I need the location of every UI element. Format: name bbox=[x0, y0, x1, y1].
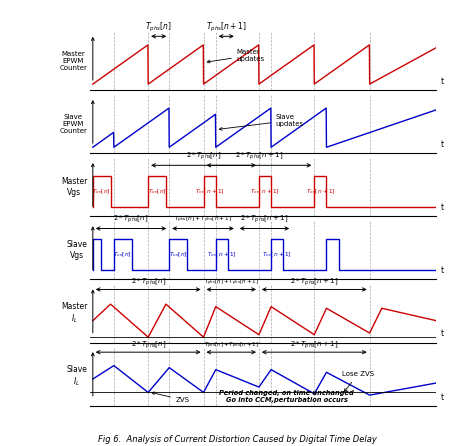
Text: $T_{on}[n+1]$: $T_{on}[n+1]$ bbox=[263, 250, 292, 259]
Text: t: t bbox=[440, 266, 444, 275]
Text: t: t bbox=[440, 140, 444, 149]
Text: $2*T_{phs}[n+1]$: $2*T_{phs}[n+1]$ bbox=[240, 214, 289, 225]
Y-axis label: Slave
Vgs: Slave Vgs bbox=[66, 240, 87, 260]
Text: $T_{on}[n+1]$: $T_{on}[n+1]$ bbox=[306, 187, 335, 196]
Y-axis label: Master
Vgs: Master Vgs bbox=[61, 177, 87, 197]
Text: $T_{phs}[n]+T_{phs}[n+1]$: $T_{phs}[n]+T_{phs}[n+1]$ bbox=[204, 278, 259, 288]
Y-axis label: Slave
$I_L$: Slave $I_L$ bbox=[66, 365, 87, 388]
Text: t: t bbox=[440, 203, 444, 212]
Text: $T_{on}[n]$: $T_{on}[n]$ bbox=[169, 250, 187, 259]
Text: $2*T_{phs}[n]$: $2*T_{phs}[n]$ bbox=[130, 277, 166, 288]
Text: $2*T_{phs}[n+1]$: $2*T_{phs}[n+1]$ bbox=[290, 339, 338, 351]
Y-axis label: Master
EPWM
Counter: Master EPWM Counter bbox=[59, 50, 87, 70]
Text: $T_{phs}[n+1]$: $T_{phs}[n+1]$ bbox=[206, 21, 246, 34]
Text: $2*T_{phs}[n+1]$: $2*T_{phs}[n+1]$ bbox=[235, 151, 283, 162]
Text: Fig 6.  Analysis of Current Distortion Caused by Digital Time Delay: Fig 6. Analysis of Current Distortion Ca… bbox=[98, 435, 376, 444]
Text: ZVS: ZVS bbox=[152, 392, 190, 403]
Text: $T_{on}[n]$: $T_{on}[n]$ bbox=[92, 187, 111, 196]
Text: $T_{phs}[n]$: $T_{phs}[n]$ bbox=[146, 21, 172, 34]
Y-axis label: Slave
EPWM
Counter: Slave EPWM Counter bbox=[59, 114, 87, 134]
Text: $2*T_{phs}[n]$: $2*T_{phs}[n]$ bbox=[186, 151, 221, 162]
Text: $T_{on}[n]$: $T_{on}[n]$ bbox=[148, 187, 166, 196]
Text: t: t bbox=[440, 329, 444, 339]
Text: $T_{phs}[n]+T_{phs}[n+1]$: $T_{phs}[n]+T_{phs}[n+1]$ bbox=[204, 341, 259, 351]
Text: Slave
updates: Slave updates bbox=[219, 114, 304, 130]
Text: Master
updates: Master updates bbox=[207, 49, 265, 63]
Text: $T_{on}[n+1]$: $T_{on}[n+1]$ bbox=[195, 187, 225, 196]
Text: $2*T_{phs}[n]$: $2*T_{phs}[n]$ bbox=[130, 339, 166, 351]
Text: $T_{on}[n+1]$: $T_{on}[n+1]$ bbox=[250, 187, 280, 196]
Text: Lose ZVS: Lose ZVS bbox=[342, 372, 374, 392]
Text: $T_{phs}[n]+T_{phs}[n+1]$: $T_{phs}[n]+T_{phs}[n+1]$ bbox=[174, 215, 232, 225]
Text: $T_{on}[n+1]$: $T_{on}[n+1]$ bbox=[207, 250, 237, 259]
Text: $2*T_{phs}[n]$: $2*T_{phs}[n]$ bbox=[113, 214, 149, 225]
Text: $2*T_{phs}[n+1]$: $2*T_{phs}[n+1]$ bbox=[290, 277, 338, 288]
Text: Period changed, on time unchanged
Go into CCM,perturbation occurs: Period changed, on time unchanged Go int… bbox=[219, 390, 354, 403]
Text: t: t bbox=[440, 392, 444, 401]
Text: t: t bbox=[440, 77, 444, 86]
Y-axis label: Master
$I_L$: Master $I_L$ bbox=[61, 301, 87, 325]
Text: $T_{on}[n]$: $T_{on}[n]$ bbox=[113, 250, 132, 259]
